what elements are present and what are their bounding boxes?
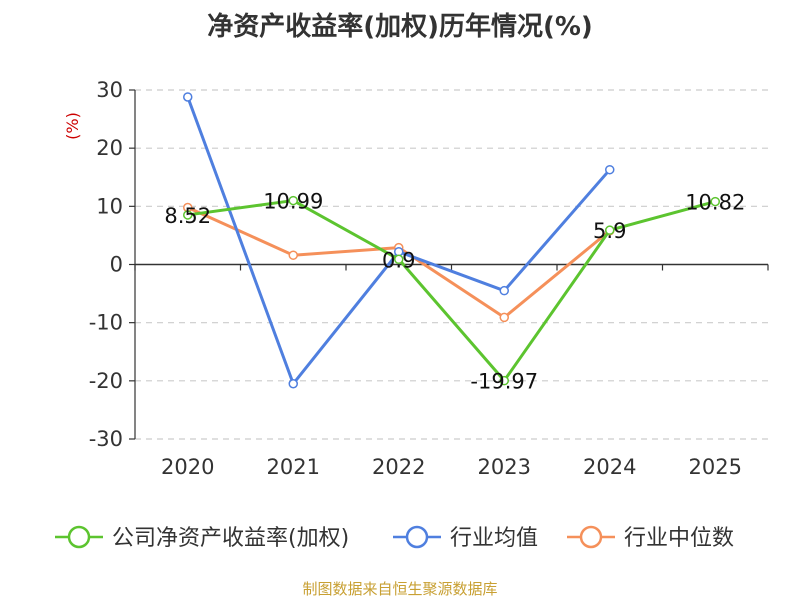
x-tick-label: 2022 [372, 455, 425, 479]
legend-swatch-marker [579, 525, 603, 549]
x-tick-label: 2020 [161, 455, 214, 479]
y-tick-label: 30 [96, 78, 123, 102]
series-line [187, 199, 716, 383]
x-tick-label: 2023 [478, 455, 531, 479]
legend[interactable]: 公司净资产收益率(加权) 行业均值 行业中位数 [55, 525, 734, 551]
data-point[interactable] [183, 92, 193, 102]
data-point[interactable] [605, 164, 615, 175]
legend-item[interactable]: 行业均值 [393, 525, 538, 551]
series-line [186, 96, 611, 386]
y-tick-label: -20 [89, 369, 123, 393]
data-label: 10.82 [685, 191, 745, 215]
legend-swatch-marker [405, 525, 429, 549]
legend-swatch-marker [67, 525, 91, 549]
axes: 30 20 10 0 -10 -20 -30 (%) 2020 2021 2022 2023 2024 2… [63, 78, 769, 479]
data-point[interactable] [499, 375, 509, 386]
data-point[interactable] [288, 378, 298, 389]
chart-title: 净资产收益率(加权)历年情况(%) [207, 12, 593, 42]
series-lines [183, 92, 720, 389]
legend-label: 公司净资产收益率(加权) [112, 526, 349, 551]
legend-item[interactable]: 行业中位数 [567, 525, 734, 551]
y-axis-label: (%) [63, 112, 82, 140]
x-tick-label: 2024 [583, 455, 636, 479]
data-label: 10.99 [263, 190, 323, 214]
data-labels: 8.52 10.99 0.9 -19.97 5.9 10.82 [164, 190, 745, 394]
data-label: 5.9 [593, 219, 626, 243]
data-point[interactable] [499, 285, 509, 296]
y-tick-label: 20 [96, 136, 123, 160]
x-tick-label: 2025 [689, 455, 742, 479]
legend-label: 行业中位数 [624, 526, 734, 551]
data-point[interactable] [499, 312, 509, 323]
y-tick-label: 10 [96, 194, 123, 218]
data-label: -19.97 [470, 370, 538, 394]
data-point[interactable] [605, 225, 615, 235]
y-tick-label: -10 [89, 311, 123, 335]
x-tick-label: 2021 [267, 455, 320, 479]
data-point[interactable] [288, 195, 298, 206]
data-label: 0.9 [382, 248, 415, 272]
data-label: 8.52 [164, 204, 211, 228]
data-point[interactable] [183, 210, 193, 220]
legend-label: 行业均值 [450, 526, 538, 551]
source-note: 制图数据来自恒生聚源数据库 [302, 580, 498, 598]
data-point[interactable] [288, 250, 298, 260]
data-point[interactable] [394, 254, 404, 265]
data-point[interactable] [710, 196, 720, 207]
y-tick-label: 0 [110, 253, 123, 277]
legend-item[interactable]: 公司净资产收益率(加权) [55, 525, 349, 551]
y-tick-label: -30 [89, 427, 123, 451]
